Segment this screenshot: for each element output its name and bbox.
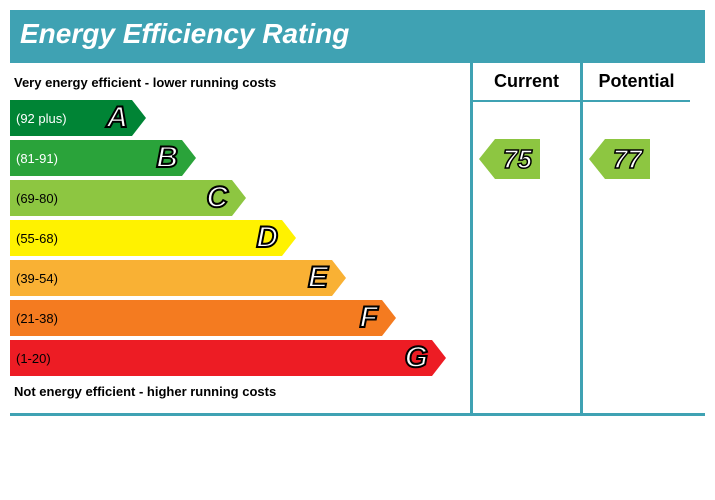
band-row-f: (21-38) F: [10, 300, 470, 336]
value-columns: Current 75 Potential 77: [470, 63, 690, 413]
chart-body: Very energy efficient - lower running co…: [10, 61, 705, 416]
band-row-b: (81-91) B: [10, 140, 470, 176]
current-value: 75: [495, 139, 540, 179]
band-chevron-icon: [132, 100, 146, 136]
band-bar-f: (21-38) F: [10, 300, 382, 336]
band-range-a: (92 plus): [10, 111, 67, 126]
band-chevron-icon: [232, 180, 246, 216]
band-row-g: (1-20) G: [10, 340, 470, 376]
bottom-subtitle: Not energy efficient - higher running co…: [10, 380, 470, 409]
pointer-arrow-icon: [589, 139, 605, 179]
potential-pointer: 77: [589, 139, 650, 179]
top-subtitle: Very energy efficient - lower running co…: [10, 71, 470, 100]
bands-area: Very energy efficient - lower running co…: [10, 63, 470, 413]
band-letter-e: E: [308, 261, 328, 295]
potential-value: 77: [605, 139, 650, 179]
band-bar-e: (39-54) E: [10, 260, 332, 296]
band-chevron-icon: [432, 340, 446, 376]
potential-header: Potential: [583, 63, 690, 102]
band-letter-g: G: [405, 341, 428, 375]
band-bar-c: (69-80) C: [10, 180, 232, 216]
current-pointer: 75: [479, 139, 540, 179]
band-letter-c: C: [206, 181, 228, 215]
pointer-arrow-icon: [479, 139, 495, 179]
band-letter-f: F: [360, 301, 378, 335]
current-column: Current 75: [470, 63, 580, 413]
band-row-e: (39-54) E: [10, 260, 470, 296]
potential-column: Potential 77: [580, 63, 690, 413]
band-row-d: (55-68) D: [10, 220, 470, 256]
band-chevron-icon: [382, 300, 396, 336]
band-chevron-icon: [332, 260, 346, 296]
band-letter-d: D: [256, 221, 278, 255]
band-bar-b: (81-91) B: [10, 140, 182, 176]
band-row-c: (69-80) C: [10, 180, 470, 216]
band-bar-a: (92 plus) A: [10, 100, 132, 136]
band-chevron-icon: [282, 220, 296, 256]
energy-rating-chart: Energy Efficiency Rating Very energy eff…: [10, 10, 705, 416]
chart-title: Energy Efficiency Rating: [10, 10, 705, 61]
band-range-g: (1-20): [10, 351, 51, 366]
band-range-f: (21-38): [10, 311, 58, 326]
band-range-d: (55-68): [10, 231, 58, 246]
band-range-e: (39-54): [10, 271, 58, 286]
band-range-b: (81-91): [10, 151, 58, 166]
band-row-a: (92 plus) A: [10, 100, 470, 136]
band-letter-a: A: [106, 101, 128, 135]
band-chevron-icon: [182, 140, 196, 176]
current-header: Current: [473, 63, 580, 102]
band-range-c: (69-80): [10, 191, 58, 206]
band-bar-d: (55-68) D: [10, 220, 282, 256]
band-letter-b: B: [156, 141, 178, 175]
band-bar-g: (1-20) G: [10, 340, 432, 376]
